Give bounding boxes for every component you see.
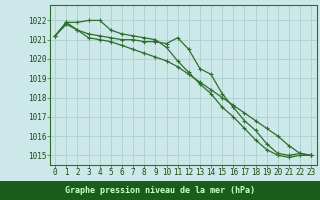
Text: Graphe pression niveau de la mer (hPa): Graphe pression niveau de la mer (hPa) — [65, 186, 255, 195]
